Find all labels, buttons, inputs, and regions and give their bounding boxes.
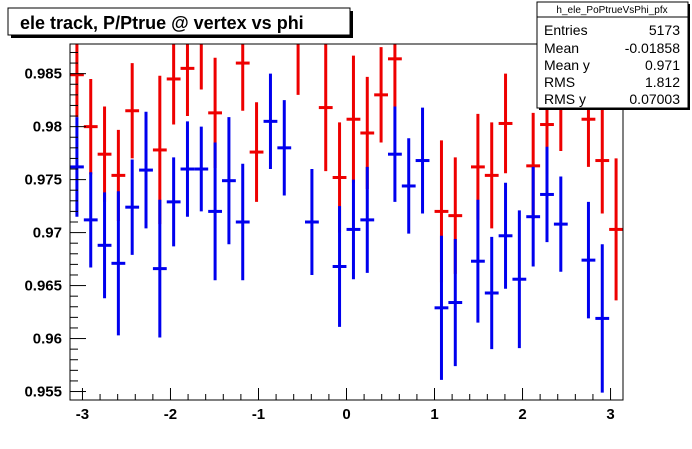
data-marks [70,44,623,393]
data-point [609,158,623,301]
data-point [166,157,181,247]
data-point [194,126,209,212]
data-point [595,107,610,214]
data-point [401,138,416,234]
stats-label-mean: Mean [544,40,579,56]
y-tick-label: 0.975 [24,172,62,189]
chart-title: ele track, P/Ptrue @ vertex vs phi [20,13,304,33]
data-point [263,73,278,170]
data-point [83,78,98,175]
data-point [318,44,333,172]
series-1 [70,73,610,393]
data-point [70,117,84,217]
stats-label-mean-y: Mean y [544,57,590,73]
x-tick-label: 3 [606,406,614,423]
data-point [235,44,250,111]
data-point [125,159,140,255]
data-point [199,44,203,90]
data-point [70,44,84,118]
data-point [97,192,112,299]
stats-value-rms: 1.812 [645,74,680,90]
x-tick-label: 2 [518,406,526,423]
data-point [512,210,527,349]
data-point [434,235,449,380]
data-point [526,166,541,267]
stats-value-mean: -0.01858 [625,40,680,56]
data-point [415,107,430,214]
data-point [448,238,463,367]
data-point [139,111,153,229]
data-point [470,199,485,323]
stats-box: h_ele_PoPtrueVsPhi_pfx Entries 5173 Mean… [536,1,690,110]
data-point [553,176,568,272]
x-tick-label: -1 [252,406,265,423]
data-point [387,44,402,107]
data-point [332,206,347,327]
stats-label-rms-y: RMS y [544,91,586,107]
data-point [125,63,140,159]
y-tick-label: 0.96 [33,331,62,348]
y-tick-label: 0.98 [33,119,62,136]
data-point [346,179,361,280]
data-point [249,102,264,202]
data-point [595,244,610,393]
data-point [235,163,250,281]
title-box: ele track, P/Ptrue @ vertex vs phi [7,7,353,38]
data-point [387,106,402,202]
data-point [180,44,195,117]
data-point [152,199,167,338]
x-tick-label: -3 [76,406,89,423]
data-point [498,182,513,289]
data-point [222,117,236,245]
stats-value-rms-y: 0.07003 [629,91,680,107]
axes: -3 -2 -1 0 1 2 3 0.955 0.96 0.965 0.97 0.975 0.98 0.9… [24,51,615,423]
x-tick-label: 0 [342,406,350,423]
data-point [581,201,596,319]
data-point [360,166,375,273]
data-point [540,146,554,243]
y-tick-label: 0.955 [24,384,62,401]
data-point [97,106,112,202]
y-tick-label: 0.985 [24,66,62,83]
data-point [484,122,499,229]
data-point [277,100,292,196]
stats-value-mean-y: 0.971 [645,57,680,73]
data-point [166,44,181,125]
y-tick-label: 0.965 [24,278,62,295]
stats-label-rms: RMS [544,74,575,90]
data-point [484,236,499,350]
x-tick-label: -2 [164,406,177,423]
data-point [498,73,513,174]
stats-value-entries: 5173 [649,22,680,38]
data-point [208,142,223,281]
stats-label-entries: Entries [544,22,588,38]
data-point [152,75,167,225]
data-point [305,169,319,275]
data-point [296,44,300,95]
data-point [111,191,126,336]
y-tick-label: 0.97 [33,225,62,242]
x-tick-label: 1 [430,406,438,423]
data-point [83,172,98,268]
data-point [374,47,388,143]
stats-name: h_ele_PoPtrueVsPhi_pfx [556,5,667,16]
data-point [180,121,195,217]
data-point [346,55,361,183]
